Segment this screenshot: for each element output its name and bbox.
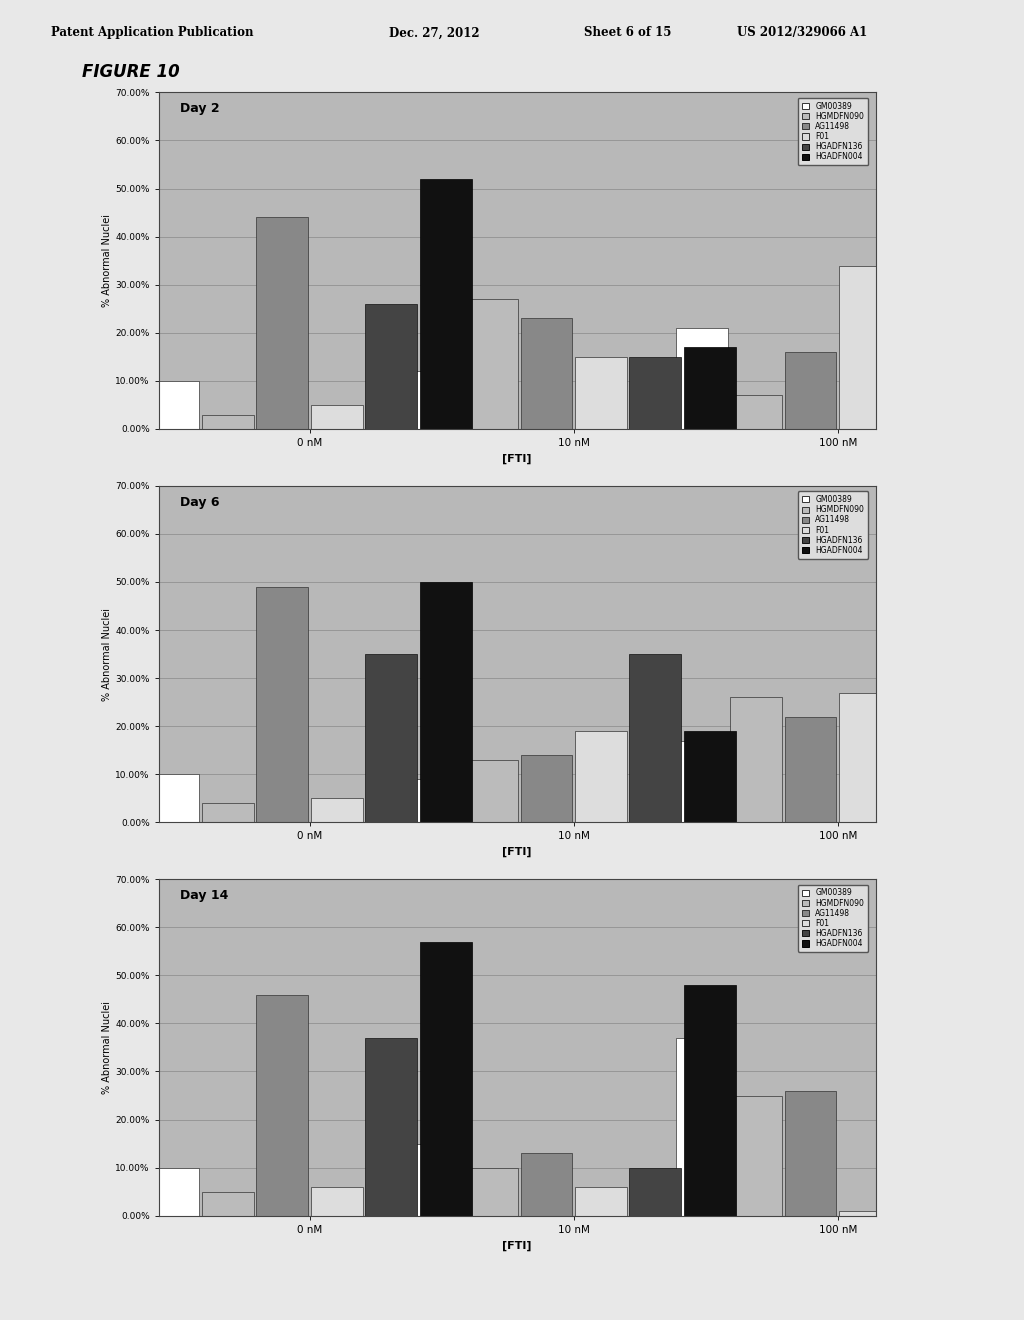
Bar <box>466 1168 518 1216</box>
Bar <box>894 1096 945 1216</box>
Bar <box>256 218 308 429</box>
Text: Day 2: Day 2 <box>180 103 220 115</box>
Bar <box>412 371 464 429</box>
Y-axis label: % Abnormal Nuclei: % Abnormal Nuclei <box>102 1001 113 1094</box>
Bar <box>520 1154 572 1216</box>
Bar <box>420 180 472 429</box>
Bar <box>684 347 736 429</box>
Bar <box>420 941 472 1216</box>
Bar <box>256 994 308 1216</box>
Legend: GM00389, HGMDFN090, AG11498, F01, HGADFN136, HGADFN004: GM00389, HGMDFN090, AG11498, F01, HGADFN… <box>798 98 868 165</box>
Bar <box>676 741 728 822</box>
Bar <box>839 693 891 822</box>
Bar <box>784 1090 837 1216</box>
Bar <box>676 1038 728 1216</box>
Bar <box>575 356 627 429</box>
Y-axis label: % Abnormal Nuclei: % Abnormal Nuclei <box>102 214 113 308</box>
Text: Day 14: Day 14 <box>180 890 228 902</box>
Bar <box>466 760 518 822</box>
Bar <box>894 702 945 822</box>
Bar <box>202 803 254 822</box>
X-axis label: [FTI]: [FTI] <box>503 1241 531 1250</box>
Bar <box>784 717 837 822</box>
Bar <box>311 1187 362 1216</box>
Bar <box>520 755 572 822</box>
Bar <box>630 356 681 429</box>
Bar <box>730 697 782 822</box>
Text: Patent Application Publication: Patent Application Publication <box>51 26 254 40</box>
Bar <box>630 1168 681 1216</box>
Text: FIGURE 10: FIGURE 10 <box>82 63 179 82</box>
Bar <box>202 414 254 429</box>
Bar <box>684 985 736 1216</box>
Text: Sheet 6 of 15: Sheet 6 of 15 <box>584 26 671 40</box>
Bar <box>839 265 891 429</box>
X-axis label: [FTI]: [FTI] <box>503 847 531 857</box>
Bar <box>256 586 308 822</box>
Bar <box>894 356 945 429</box>
Text: Day 6: Day 6 <box>180 496 220 508</box>
Bar <box>948 327 999 429</box>
Bar <box>630 653 681 822</box>
Legend: GM00389, HGMDFN090, AG11498, F01, HGADFN136, HGADFN004: GM00389, HGMDFN090, AG11498, F01, HGADFN… <box>798 491 868 558</box>
Bar <box>948 1096 999 1216</box>
Text: US 2012/329066 A1: US 2012/329066 A1 <box>737 26 867 40</box>
Text: Dec. 27, 2012: Dec. 27, 2012 <box>389 26 480 40</box>
Legend: GM00389, HGMDFN090, AG11498, F01, HGADFN136, HGADFN004: GM00389, HGMDFN090, AG11498, F01, HGADFN… <box>798 884 868 952</box>
Bar <box>839 1210 891 1216</box>
Bar <box>784 352 837 429</box>
Bar <box>412 1143 464 1216</box>
Bar <box>147 1168 200 1216</box>
Y-axis label: % Abnormal Nuclei: % Abnormal Nuclei <box>102 607 113 701</box>
Bar <box>575 1187 627 1216</box>
Bar <box>366 304 417 429</box>
Bar <box>366 1038 417 1216</box>
Bar <box>730 1096 782 1216</box>
Bar <box>420 582 472 822</box>
Bar <box>412 779 464 822</box>
Bar <box>311 405 362 429</box>
Bar <box>948 635 999 822</box>
Bar <box>366 653 417 822</box>
Bar <box>575 731 627 822</box>
Bar <box>730 396 782 429</box>
Bar <box>676 327 728 429</box>
X-axis label: [FTI]: [FTI] <box>503 454 531 463</box>
Bar <box>466 300 518 429</box>
Bar <box>147 381 200 429</box>
Bar <box>520 318 572 429</box>
Bar <box>147 775 200 822</box>
Bar <box>684 731 736 822</box>
Bar <box>311 799 362 822</box>
Bar <box>202 1192 254 1216</box>
